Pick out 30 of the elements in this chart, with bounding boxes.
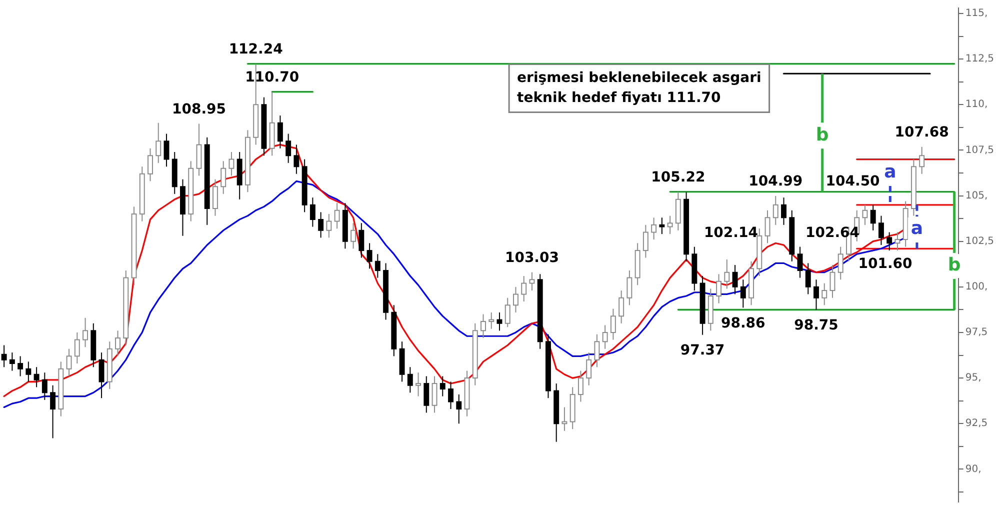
annotation: 105.22	[651, 169, 706, 186]
y-tick-label: 115,	[965, 8, 988, 20]
y-tick-label: 95,	[965, 372, 982, 384]
annotation: 101.60	[858, 256, 913, 272]
annotation: 107.68	[894, 124, 949, 141]
annotation: a	[910, 218, 924, 240]
annotation: 104.50	[826, 174, 880, 190]
y-tick-label: 102,5	[965, 236, 994, 247]
annotation: 97.37	[680, 342, 725, 358]
annotation: 103.03	[504, 250, 559, 266]
annotation: 110.70	[245, 69, 300, 86]
annotation: a	[884, 162, 896, 183]
annotation: 112.24	[228, 41, 284, 58]
annotation: 108.95	[172, 101, 226, 118]
annotation: erişmesi beklenebilecek asgari teknik hedef fiyatı 111.70	[517, 70, 762, 106]
y-tick-label: 90,	[965, 464, 982, 475]
y-tick-label: 110,	[965, 99, 988, 110]
y-tick-label: 105,	[965, 190, 988, 202]
y-tick-label: 100,	[965, 281, 988, 292]
y-tick-label: 107,5	[965, 144, 994, 156]
annotation: b	[816, 124, 829, 146]
y-tick-label: 112,5	[965, 54, 994, 65]
y-tick-label: 97,5	[965, 327, 988, 338]
annotation: 104.99	[748, 174, 803, 190]
annotation: 102.14	[704, 224, 758, 241]
y-tick-label: 92,5	[965, 418, 988, 430]
annotation: b	[948, 254, 961, 276]
annotation: 98.75	[794, 317, 838, 334]
annotation: 98.86	[720, 315, 766, 332]
annotation: 102.64	[805, 224, 860, 241]
